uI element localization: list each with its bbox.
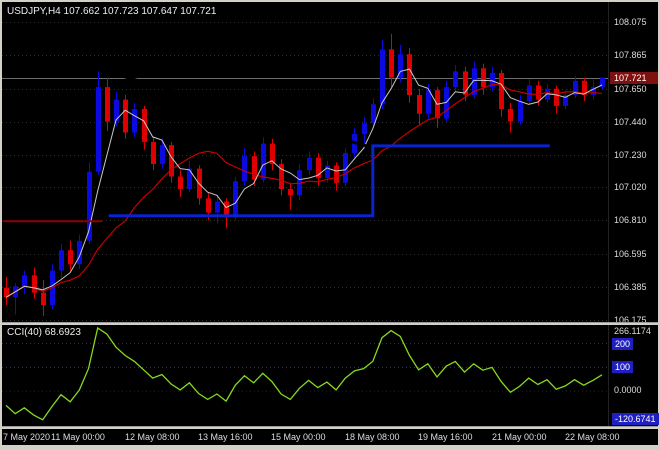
candle-up — [297, 163, 302, 200]
price-tick-label: 107.020 — [614, 182, 647, 192]
candle-up — [132, 102, 137, 138]
candle-down — [582, 77, 587, 102]
candle-down — [123, 94, 128, 139]
time-tick-label: 18 May 08:00 — [345, 432, 400, 442]
candle-up — [187, 160, 192, 193]
candle-up — [77, 234, 82, 269]
candle-up — [261, 137, 266, 183]
symbol-ohlc-label: USDJPY,H4 107.662 107.723 107.647 107.72… — [7, 6, 217, 17]
candle-down — [178, 170, 183, 197]
time-tick-label: 11 May 00:00 — [51, 432, 105, 442]
candle-down — [499, 69, 504, 117]
candle-down — [142, 105, 147, 150]
candle-up — [87, 162, 92, 244]
candle-down — [252, 151, 257, 186]
candle-up — [563, 90, 568, 109]
candle-down — [105, 77, 110, 131]
candle-up — [215, 195, 220, 224]
candle-up — [490, 66, 495, 92]
candle-up — [398, 44, 403, 83]
price-tick-label: 106.810 — [614, 215, 647, 225]
descending-trendline[interactable] — [93, 66, 377, 150]
candle-down — [334, 162, 339, 191]
time-tick-label: 7 May 2020 — [3, 432, 51, 442]
support-step-line[interactable] — [108, 144, 550, 218]
candle-down — [151, 137, 156, 171]
panel-splitter[interactable] — [2, 322, 658, 325]
candle-up — [59, 243, 64, 279]
cci-axis[interactable]: 266.1174 200 100 0.0000 -120.6741 — [608, 325, 659, 426]
cci-tick-label: 266.1174 — [614, 326, 651, 336]
cci-indicator-panel[interactable]: CCI(40) 68.6923 266.1174 200 100 0.0000 -120… — [2, 325, 659, 426]
candle-up — [380, 40, 385, 109]
cci-line — [5, 326, 603, 421]
candle-up — [307, 151, 312, 175]
price-tick-label: 106.175 — [614, 315, 647, 325]
candle-up — [242, 148, 247, 186]
chart-stack: USDJPY,H4 107.662 107.723 107.647 107.72… — [2, 2, 659, 445]
price-chart-panel[interactable]: USDJPY,H4 107.662 107.723 107.647 107.72… — [2, 2, 659, 325]
candle-down — [169, 142, 174, 183]
candle-down — [389, 33, 394, 88]
cci-indicator-label: CCI(40) 68.6923 — [7, 327, 81, 338]
price-axis[interactable]: 107.721 108.075 107.865 107.650 107.440 107.… — [608, 2, 659, 325]
candle-up — [444, 80, 449, 122]
candle-down — [316, 153, 321, 186]
candle-down — [279, 159, 284, 196]
candle-down — [68, 240, 73, 271]
candle-down — [288, 182, 293, 210]
ma-fast-line — [5, 68, 603, 298]
price-tick-label: 106.385 — [614, 282, 647, 292]
cci-chart[interactable] — [2, 325, 608, 426]
candle-up — [362, 116, 367, 149]
time-tick-label: 22 May 08:00 — [565, 432, 620, 442]
candle-up — [573, 76, 578, 99]
candle-up — [160, 138, 165, 169]
candle-up — [343, 148, 348, 186]
time-tick-label: 19 May 16:00 — [418, 432, 473, 442]
candle-up — [600, 77, 605, 90]
candle-down — [417, 88, 422, 125]
candle-up — [114, 91, 119, 127]
cci-level-badge: -120.6741 — [612, 413, 659, 425]
candle-up — [527, 79, 532, 105]
candle-up — [453, 65, 458, 92]
candle-up — [518, 94, 523, 125]
candle-down — [41, 280, 46, 317]
candle-up — [96, 71, 101, 175]
candle-down — [197, 165, 202, 205]
cci-tick-label: 0.0000 — [614, 385, 642, 395]
time-tick-label: 21 May 00:00 — [492, 432, 547, 442]
current-price-badge: 107.721 — [610, 72, 658, 84]
price-tick-label: 107.865 — [614, 50, 647, 60]
candle-down — [463, 66, 468, 102]
candle-down — [554, 85, 559, 114]
candlestick-chart[interactable] — [2, 2, 608, 322]
candle-down — [270, 138, 275, 171]
candle-down — [224, 198, 229, 229]
candle-down — [435, 87, 440, 128]
price-tick-label: 107.650 — [614, 84, 647, 94]
candle-up — [13, 283, 18, 315]
candle-down — [4, 276, 9, 306]
time-tick-label: 15 May 00:00 — [271, 432, 326, 442]
price-tick-label: 107.230 — [614, 150, 647, 160]
cci-level-badge: 200 — [612, 338, 634, 350]
candle-up — [233, 176, 238, 221]
price-tick-label: 107.440 — [614, 117, 647, 127]
time-tick-label: 12 May 08:00 — [125, 432, 180, 442]
candle-down — [508, 102, 513, 133]
price-tick-label: 108.075 — [614, 17, 647, 27]
candle-up — [371, 98, 376, 128]
cci-level-badge: 100 — [612, 361, 634, 373]
candle-up — [22, 270, 27, 295]
candle-down — [481, 63, 486, 95]
candle-down — [32, 267, 37, 299]
time-axis[interactable]: 7 May 2020 11 May 00:00 12 May 08:00 13 May… — [2, 429, 658, 445]
candle-down — [407, 47, 412, 103]
panel-splitter[interactable] — [2, 426, 658, 429]
price-tick-label: 106.595 — [614, 249, 647, 259]
time-tick-label: 13 May 16:00 — [198, 432, 253, 442]
